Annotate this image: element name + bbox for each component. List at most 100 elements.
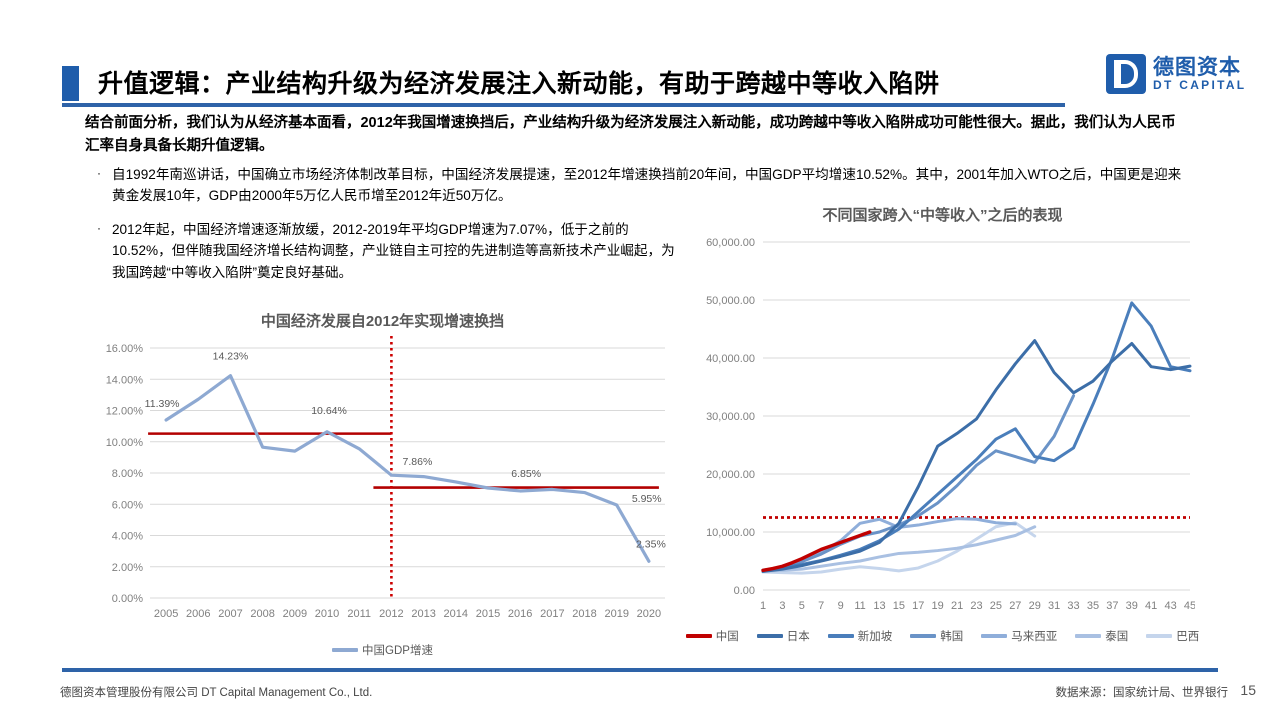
y-axis-tick-label: 12.00% [106, 406, 144, 418]
x-axis-tick-label: 31 [1048, 600, 1060, 612]
legend-item-巴西[interactable]: 巴西 [1146, 628, 1199, 644]
chart-canvas-left: 0.00% 2.00% 4.00% 6.00% 8.00% 10.00% 12.00% 14.… [106, 336, 666, 620]
company-logo: 德图资本 DT CAPITAL [1106, 48, 1258, 100]
data-label: 2.35% [636, 538, 666, 550]
x-axis-tick-label: 2005 [154, 608, 178, 620]
bullet-text: 2012年起，中国经济增速逐渐放缓，2012-2019年平均GDP增速为7.07… [112, 221, 675, 280]
series-line-泰国 [761, 525, 1037, 573]
y-axis-tick-label: 14.00% [106, 374, 144, 386]
legend-item-日本[interactable]: 日本 [756, 628, 810, 644]
x-axis-tick-label: 37 [1106, 600, 1118, 612]
footer-source: 数据来源：国家统计局、世界银行 [1055, 687, 1229, 699]
legend-item-新加坡[interactable]: 新加坡 [827, 628, 892, 644]
legend-swatch-icon [685, 634, 712, 638]
x-axis-tick-label: 23 [970, 600, 982, 612]
x-axis-tick-label: 2012 [379, 608, 403, 620]
x-axis-tick-label: 2015 [476, 608, 500, 620]
bullet-marker: · [97, 166, 101, 180]
x-axis-tick-label: 17 [912, 600, 924, 612]
y-axis-tick-label: 8.00% [112, 468, 143, 480]
y-axis-tick-label: 16.00% [106, 343, 144, 355]
y-axis-tick-label: 60,000.00 [706, 237, 755, 249]
page-number: 15 [1240, 682, 1256, 698]
x-axis-tick-label: 45 [1184, 600, 1195, 612]
legend-label: 马来西亚 [1011, 631, 1058, 643]
legend-item-韩国[interactable]: 韩国 [910, 628, 963, 644]
series-line-韩国 [761, 394, 1076, 573]
x-axis-tick-label: 15 [893, 600, 905, 612]
y-axis-tick-label: 40,000.00 [706, 353, 755, 365]
title-underline [62, 103, 1065, 107]
data-label: 7.86% [403, 456, 433, 468]
x-axis-tick-label: 2013 [411, 608, 435, 620]
x-axis-tick-label: 2016 [508, 608, 532, 620]
x-axis-tick-label: 2010 [315, 608, 339, 620]
x-axis-tick-label: 9 [838, 600, 844, 612]
y-axis-tick-label: 10,000.00 [706, 527, 755, 539]
chart-canvas-right: 0.00 10,000.00 20,000.00 30,000.00 40,000.00… [706, 237, 1195, 612]
x-axis-tick-label: 3 [779, 600, 785, 612]
bullet-text: 自1992年南巡讲话，中国确立市场经济体制改革目标，中国经济发展提速，至2012… [112, 167, 1182, 204]
legend-swatch-icon [827, 634, 854, 638]
legend-swatch-icon [981, 634, 1008, 638]
title-accent-bar [62, 66, 79, 101]
x-axis-tick-label: 19 [932, 600, 944, 612]
logo-d-icon [1106, 54, 1146, 94]
legend-label: 中国GDP增速 [362, 645, 433, 657]
legend-label: 泰国 [1105, 631, 1129, 643]
series-line-中国 [761, 530, 872, 572]
chart-title: 中国经济发展自2012年实现增速换挡 [260, 313, 505, 330]
x-axis-tick-label: 1 [760, 600, 766, 612]
x-axis-tick-label: 2017 [540, 608, 564, 620]
lead-paragraph: 结合前面分析，我们认为从经济基本面看，2012年我国增速换挡后，产业结构升级为经… [85, 115, 1176, 155]
data-label: 14.23% [213, 351, 249, 363]
x-axis-tick-label: 2014 [444, 608, 468, 620]
x-axis-tick-label: 2006 [186, 608, 210, 620]
chart-legend-right: 中国 日本 新加坡 韩国 马来西亚 泰国 巴西 [685, 628, 1199, 644]
legend-swatch-icon [910, 634, 937, 638]
legend-swatch-icon [332, 648, 359, 652]
x-axis-tick-label: 13 [873, 600, 885, 612]
x-axis-tick-label: 7 [818, 600, 824, 612]
x-axis-tick-label: 33 [1067, 600, 1079, 612]
data-label: 11.39% [145, 398, 180, 410]
logo-name-cn: 德图资本 [1153, 55, 1241, 79]
y-axis-tick-label: 20,000.00 [706, 469, 755, 481]
legend-label: 韩国 [940, 631, 964, 643]
data-label: 5.95% [632, 493, 662, 505]
x-axis-tick-label: 41 [1145, 600, 1157, 612]
x-axis-tick-label: 21 [951, 600, 963, 612]
legend-swatch-icon [1075, 634, 1102, 638]
footer-company: 德图资本管理股份有限公司 DT Capital Management Co., … [60, 687, 373, 699]
data-label: 6.85% [511, 468, 541, 480]
x-axis-tick-label: 35 [1087, 600, 1099, 612]
series-line-日本 [761, 339, 1192, 573]
legend-swatch-icon [1146, 634, 1173, 638]
x-axis-tick-label: 5 [799, 600, 805, 612]
x-axis-tick-label: 39 [1126, 600, 1138, 612]
data-label: 10.64% [311, 405, 347, 417]
x-axis-tick-label: 2019 [604, 608, 628, 620]
y-axis-tick-label: 0.00 [734, 585, 755, 597]
logo-name-en: DT CAPITAL [1153, 77, 1247, 92]
page-title: 升值逻辑：产业结构升级为经济发展注入新动能，有助于跨越中等收入陷阱 [98, 70, 940, 98]
legend-label: 中国 [715, 631, 739, 643]
logo-wordmark: 德图资本 DT CAPITAL [1153, 55, 1247, 92]
series-line-新加坡 [761, 301, 1192, 572]
legend-swatch-icon [756, 634, 783, 638]
x-axis-tick-label: 2011 [347, 608, 371, 620]
x-axis-tick-label: 11 [854, 600, 865, 612]
chart-china-gdp-growth: 中国经济发展自2012年实现增速换挡 0.00% 2.00% 4.00% 6.00% 8… [95, 310, 670, 660]
x-axis-tick-label: 2008 [250, 608, 274, 620]
legend-label: 日本 [786, 631, 810, 643]
legend-item-马来西亚[interactable]: 马来西亚 [981, 628, 1057, 644]
x-axis-tick-label: 2007 [218, 608, 242, 620]
legend-item-中国GDP增速[interactable]: 中国GDP增速 [332, 642, 433, 658]
legend-item-中国[interactable]: 中国 [685, 628, 739, 644]
chart-middle-income-countries: 不同国家跨入“中等收入”之后的表现 0.00 10,000.00 20,000.00… [685, 200, 1199, 665]
series-line-中国GDP增速 [164, 374, 651, 563]
y-axis-tick-label: 10.00% [106, 437, 144, 449]
legend-item-泰国[interactable]: 泰国 [1075, 628, 1128, 644]
chart-legend-left: 中国GDP增速 [95, 642, 670, 658]
chart-title: 不同国家跨入“中等收入”之后的表现 [822, 207, 1063, 224]
